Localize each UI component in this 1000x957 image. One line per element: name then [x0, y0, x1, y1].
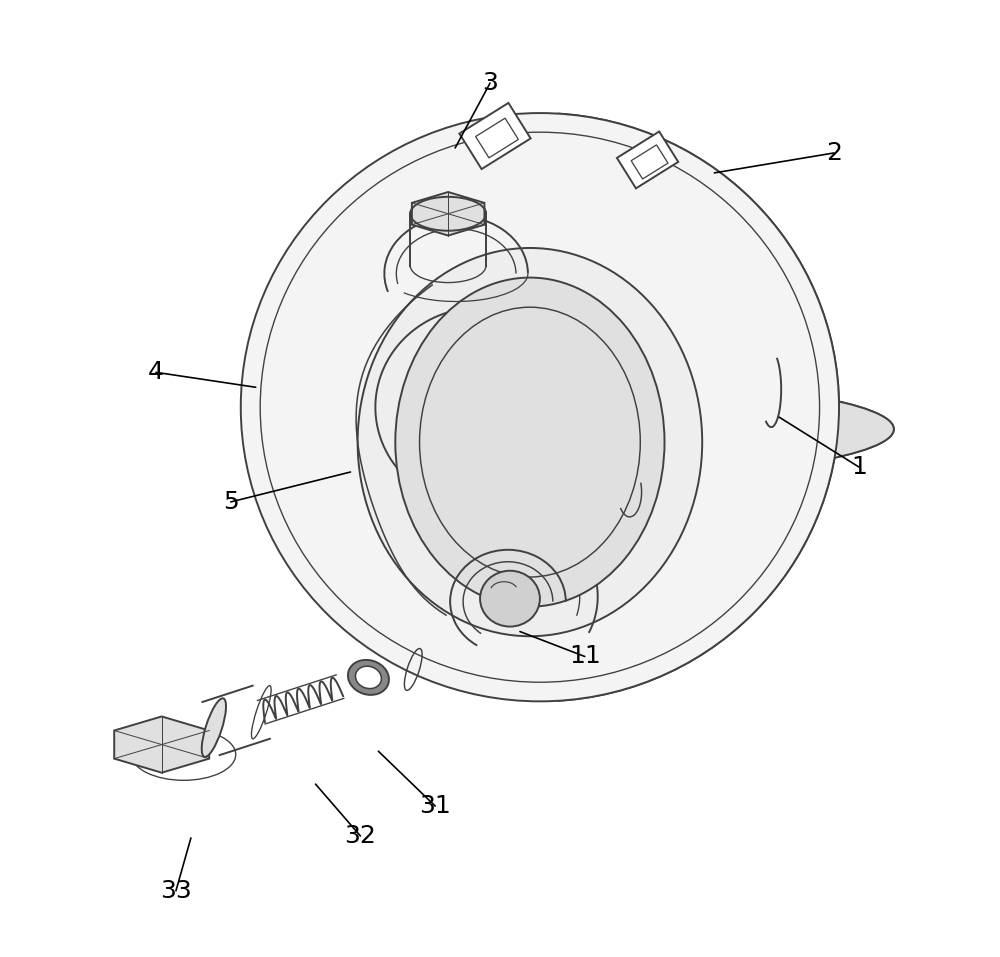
Ellipse shape	[358, 248, 702, 636]
Ellipse shape	[355, 666, 381, 689]
Polygon shape	[412, 192, 484, 235]
Text: 4: 4	[148, 360, 164, 385]
Ellipse shape	[410, 197, 486, 231]
Text: 5: 5	[223, 490, 239, 514]
Text: 2: 2	[826, 141, 842, 165]
Polygon shape	[617, 131, 678, 189]
Ellipse shape	[395, 278, 665, 607]
Text: 31: 31	[419, 794, 451, 818]
Polygon shape	[559, 114, 894, 701]
Ellipse shape	[480, 570, 540, 627]
Ellipse shape	[241, 113, 839, 701]
Text: 33: 33	[160, 879, 192, 902]
Text: 32: 32	[344, 824, 376, 848]
Ellipse shape	[202, 699, 226, 757]
Ellipse shape	[296, 381, 894, 477]
Polygon shape	[114, 717, 209, 772]
Text: 11: 11	[569, 644, 601, 669]
Polygon shape	[459, 103, 531, 169]
Ellipse shape	[348, 660, 389, 695]
Text: 3: 3	[482, 71, 498, 95]
Text: 1: 1	[851, 455, 867, 479]
Ellipse shape	[201, 701, 221, 755]
